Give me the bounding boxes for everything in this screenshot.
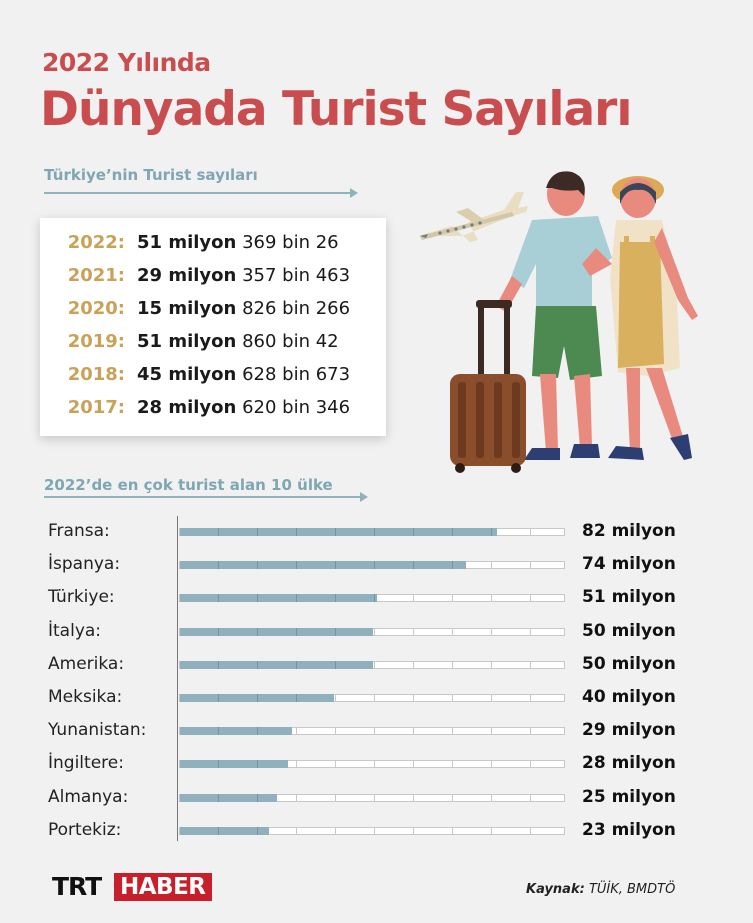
bar-value-label: 50 milyon [582,620,676,641]
bar [180,561,466,570]
country-label: Portekiz: [48,819,122,840]
bar-track [179,561,565,570]
stat-million: 28 milyon [137,397,237,418]
country-label: Amerika: [48,653,125,674]
bar [180,793,277,802]
country-label: İtalya: [48,620,102,641]
bar-value-label: 82 milyon [582,521,676,541]
stat-row-2018: 2018: 45 milyon 628 bin 673 [40,364,386,385]
bar-track [179,528,565,536]
header-title: Dünyada Turist Sayıları [40,82,632,137]
stat-year: 2021: [67,265,125,286]
bar-value-label: 50 milyon [582,653,676,674]
bar-track [179,760,565,769]
stat-million: 45 milyon [137,364,237,385]
bar-track [179,694,565,702]
airplane-icon [418,192,528,242]
arrow-right-icon [360,492,368,502]
turkey-stats-card: 2022: 51 milyon 369 bin 26 2021: 29 milyon… [40,218,386,436]
chart-axis-line [177,516,178,841]
top-countries-section-label: 2022’de en çok turist alan 10 ülke [44,476,333,494]
stat-row-2021: 2021: 29 milyon 357 bin 463 [40,265,386,286]
tourist-couple-illustration [450,171,698,473]
bar-track [179,660,565,669]
bar-track [179,793,565,802]
top-countries-section-underline [44,496,362,498]
bar-value-label: 40 milyon [582,687,676,707]
turkey-section-underline [44,192,352,194]
stat-million: 51 milyon [137,232,237,253]
bar-value-label: 29 milyon [582,720,676,741]
stat-year: 2019: [67,331,125,352]
bar-track [179,826,565,835]
country-label: İspanya: [48,554,121,575]
stat-year: 2017: [67,397,125,418]
bar-track [179,627,565,636]
country-label: Yunanistan: [48,720,147,741]
turkey-section-label: Türkiye’nin Turist sayıları [44,166,258,184]
stat-rest: 357 bin 463 [242,265,351,286]
source-label: Kaynak: [526,882,585,897]
stat-year: 2020: [67,298,125,319]
bar [180,760,288,769]
stat-year: 2018: [67,364,125,385]
stat-million: 51 milyon [137,331,237,352]
stat-million: 15 milyon [137,298,237,319]
stat-row-2022: 2022: 51 milyon 369 bin 26 [40,232,386,253]
bar-value-label: 23 milyon [582,819,676,840]
stat-row-2020: 2020: 15 milyon 826 bin 266 [40,298,386,319]
bar-value-label: 51 milyon [582,587,676,608]
bar [180,627,373,636]
bar [180,694,334,702]
country-label: İngiltere: [48,753,124,774]
stat-million: 29 milyon [137,265,237,286]
source-text: TÜİK, BMDTÖ [588,882,676,897]
bar [180,594,377,603]
stat-rest: 628 bin 673 [242,364,351,385]
bar-value-label: 25 milyon [582,786,676,807]
man-figure [496,171,612,460]
stat-rest: 860 bin 42 [242,331,339,352]
stat-rest: 826 bin 266 [242,298,351,319]
source-credit: Kaynak: TÜİK, BMDTÖ [526,882,675,897]
bar-value-label: 74 milyon [582,554,676,575]
country-label: Fransa: [48,521,110,541]
bar [180,826,269,835]
bar-track [179,594,565,603]
stat-rest: 620 bin 346 [242,397,351,418]
stat-row-2017: 2017: 28 milyon 620 bin 346 [40,397,386,418]
country-label: Meksika: [48,687,123,707]
country-label: Türkiye: [48,587,115,608]
logo-trt-text: TRT [52,872,102,901]
arrow-right-icon [350,188,358,198]
bar [180,660,373,669]
stat-year: 2022: [67,232,125,253]
suitcase-icon [450,300,526,473]
woman-figure [608,176,698,460]
bar-value-label: 28 milyon [582,753,676,774]
header-subtitle: 2022 Yılında [42,48,211,77]
logo-haber-text: HABER [114,873,212,901]
stat-row-2019: 2019: 51 milyon 860 bin 42 [40,331,386,352]
bar [180,727,292,736]
country-label: Almanya: [48,786,129,807]
bar [180,528,497,536]
stat-rest: 369 bin 26 [242,232,339,253]
bar-track [179,727,565,736]
